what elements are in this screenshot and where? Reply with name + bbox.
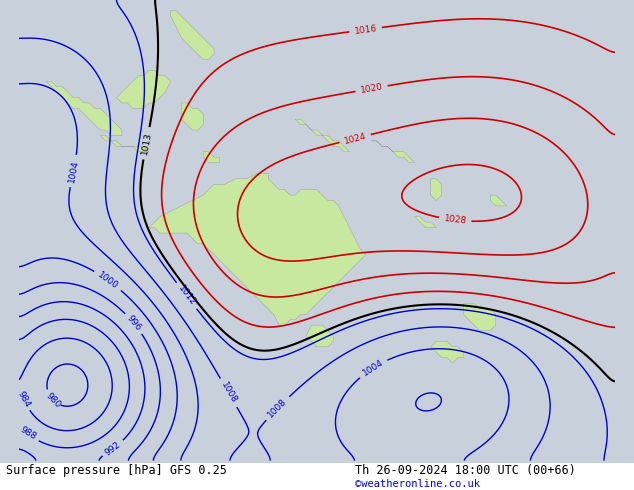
Text: 1000: 1000 xyxy=(96,270,120,291)
Text: 1008: 1008 xyxy=(266,397,289,419)
Text: 1024: 1024 xyxy=(343,131,367,146)
Polygon shape xyxy=(371,141,415,163)
Polygon shape xyxy=(100,135,149,152)
Polygon shape xyxy=(204,152,219,163)
Polygon shape xyxy=(149,173,366,325)
Polygon shape xyxy=(295,119,349,152)
Text: 1004: 1004 xyxy=(361,358,385,378)
Text: 1020: 1020 xyxy=(359,82,384,95)
Text: 1004: 1004 xyxy=(67,159,80,183)
Text: 1012: 1012 xyxy=(176,284,197,308)
Polygon shape xyxy=(306,325,333,347)
Polygon shape xyxy=(430,342,463,363)
Text: 992: 992 xyxy=(103,440,122,457)
Polygon shape xyxy=(491,195,507,206)
Polygon shape xyxy=(181,103,204,130)
Polygon shape xyxy=(415,217,436,227)
Polygon shape xyxy=(430,179,442,200)
Text: 1016: 1016 xyxy=(354,24,378,36)
Text: 1013: 1013 xyxy=(140,131,153,155)
Polygon shape xyxy=(46,81,122,135)
Text: Th 26-09-2024 18:00 UTC (00+66): Th 26-09-2024 18:00 UTC (00+66) xyxy=(355,464,576,477)
Text: 1008: 1008 xyxy=(219,381,238,405)
Polygon shape xyxy=(117,71,171,108)
Polygon shape xyxy=(171,11,214,60)
Text: 980: 980 xyxy=(44,392,63,410)
Text: 984: 984 xyxy=(15,390,32,409)
Text: ©weatheronline.co.uk: ©weatheronline.co.uk xyxy=(355,479,480,489)
Text: 988: 988 xyxy=(18,425,37,442)
Polygon shape xyxy=(463,303,496,331)
Text: 1028: 1028 xyxy=(443,214,467,226)
Text: Surface pressure [hPa] GFS 0.25: Surface pressure [hPa] GFS 0.25 xyxy=(6,464,227,477)
Text: 996: 996 xyxy=(125,314,143,333)
